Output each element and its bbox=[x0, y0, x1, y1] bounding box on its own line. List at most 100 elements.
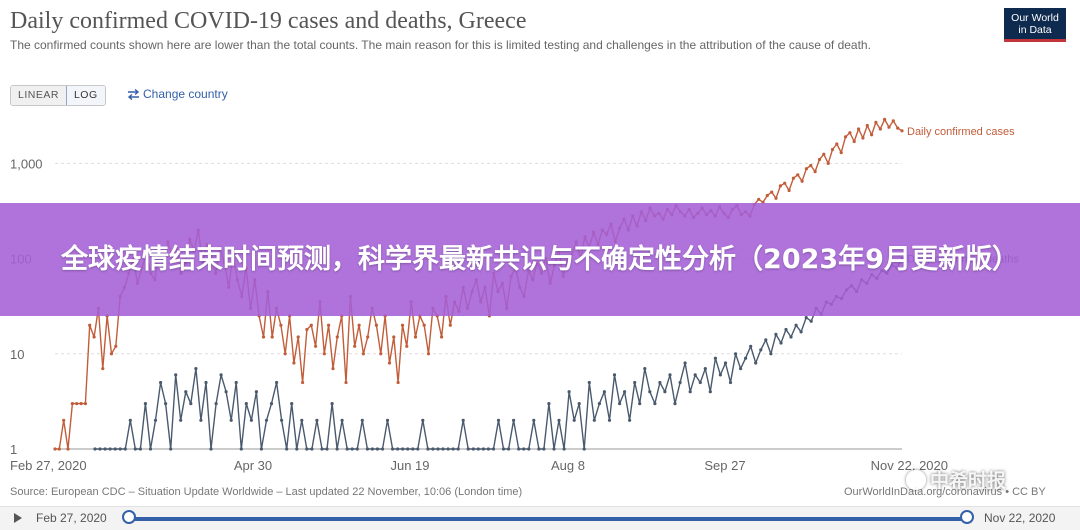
log-scale-button[interactable]: LOG bbox=[65, 86, 105, 105]
cases-data-point bbox=[843, 135, 848, 139]
deaths-data-point bbox=[648, 390, 652, 394]
deaths-data-point bbox=[718, 373, 723, 377]
cases-data-point bbox=[787, 188, 791, 193]
cases-data-point bbox=[327, 323, 331, 327]
deaths-data-point bbox=[249, 418, 253, 422]
cases-data-point bbox=[53, 447, 57, 451]
y-tick-label: 10 bbox=[10, 347, 24, 362]
deaths-data-point bbox=[446, 447, 450, 451]
cases-data-point bbox=[852, 139, 856, 144]
deaths-data-point bbox=[456, 447, 460, 451]
deaths-data-point bbox=[164, 402, 168, 406]
cases-data-point bbox=[413, 335, 418, 339]
cases-data-point bbox=[757, 197, 761, 201]
deaths-data-point bbox=[507, 447, 511, 451]
deaths-data-point bbox=[532, 418, 536, 422]
deaths-data-point bbox=[668, 373, 672, 377]
linear-scale-button[interactable]: LINEAR bbox=[11, 86, 66, 105]
cases-data-point bbox=[440, 335, 444, 339]
deaths-data-point bbox=[683, 361, 687, 365]
deaths-data-point bbox=[264, 418, 269, 422]
watermark-text: 中希时报 bbox=[930, 471, 1007, 492]
timeline-start-handle[interactable] bbox=[122, 510, 136, 524]
cases-data-point bbox=[75, 402, 79, 406]
deaths-data-point bbox=[174, 373, 178, 377]
deaths-data-point bbox=[330, 402, 334, 406]
deaths-data-point bbox=[138, 447, 142, 451]
cases-data-point bbox=[366, 335, 370, 339]
deaths-data-point bbox=[184, 390, 188, 394]
deaths-data-point bbox=[194, 367, 198, 371]
cases-data-point bbox=[83, 402, 87, 406]
deaths-data-point bbox=[628, 418, 632, 422]
x-tick-label: Nov 22, 2020 bbox=[871, 458, 948, 473]
deaths-data-point bbox=[784, 327, 788, 332]
cases-data-point bbox=[878, 127, 882, 131]
deaths-data-point bbox=[295, 447, 299, 451]
cases-data-point bbox=[305, 327, 309, 332]
deaths-data-point bbox=[527, 447, 531, 451]
deaths-data-point bbox=[391, 447, 395, 451]
deaths-data-point bbox=[118, 447, 122, 451]
change-country-button[interactable]: Change country bbox=[127, 87, 228, 101]
watermark-logo-icon bbox=[906, 469, 926, 490]
timeline-track[interactable] bbox=[130, 517, 968, 521]
cases-data-point bbox=[822, 152, 826, 156]
deaths-data-point bbox=[370, 447, 374, 451]
deaths-data-point bbox=[703, 367, 707, 371]
timeline-start-label: Feb 27, 2020 bbox=[36, 511, 107, 525]
timeline-slider[interactable]: Feb 27, 2020 Nov 22, 2020 bbox=[0, 506, 1080, 530]
deaths-data-point bbox=[501, 447, 506, 451]
deaths-data-point bbox=[219, 373, 223, 377]
deaths-data-point bbox=[360, 418, 364, 422]
deaths-data-point bbox=[547, 402, 551, 406]
cases-data-point bbox=[891, 119, 895, 123]
deaths-data-point bbox=[562, 447, 566, 451]
cases-data-point bbox=[261, 335, 266, 339]
cases-data-point bbox=[353, 344, 357, 348]
cases-data-point bbox=[101, 367, 105, 371]
owid-logo[interactable]: Our World in Data bbox=[1004, 8, 1066, 42]
cases-data-point bbox=[448, 323, 452, 327]
deaths-data-point bbox=[426, 447, 430, 451]
deaths-data-point bbox=[244, 402, 248, 406]
deaths-data-point bbox=[567, 390, 571, 394]
cases-data-point bbox=[309, 323, 313, 327]
deaths-data-point bbox=[471, 447, 475, 451]
cases-data-point bbox=[839, 151, 843, 155]
scale-toggle[interactable]: LINEAR LOG bbox=[10, 85, 106, 106]
deaths-data-point bbox=[320, 447, 324, 451]
deaths-data-point bbox=[522, 447, 526, 451]
deaths-data-point bbox=[355, 447, 359, 451]
deaths-data-point bbox=[476, 447, 480, 451]
deaths-data-point bbox=[335, 447, 339, 451]
cases-data-point bbox=[322, 352, 326, 356]
deaths-data-point bbox=[159, 380, 163, 385]
deaths-data-point bbox=[693, 373, 697, 377]
play-icon[interactable] bbox=[14, 513, 22, 523]
overlay-banner: 全球疫情结束时间预测，科学界最新共识与不确定性分析（2023年9月更新版） bbox=[0, 203, 1080, 316]
deaths-data-point bbox=[259, 447, 263, 451]
deaths-data-point bbox=[734, 352, 738, 356]
source-text: Source: European CDC – Situation Update … bbox=[10, 486, 523, 498]
deaths-data-point bbox=[744, 356, 748, 360]
license-text[interactable]: OurWorldInData.org/coronavirus • CC BY bbox=[844, 486, 1046, 498]
deaths-data-point bbox=[688, 390, 692, 394]
deaths-data-point bbox=[481, 447, 485, 451]
cases-data-point bbox=[57, 447, 61, 451]
deaths-data-point bbox=[290, 402, 294, 406]
cases-data-point bbox=[400, 323, 405, 327]
timeline-end-handle[interactable] bbox=[960, 510, 974, 524]
deaths-data-point bbox=[103, 447, 107, 451]
deaths-data-point bbox=[764, 338, 768, 342]
deaths-data-point bbox=[431, 447, 435, 451]
deaths-data-point bbox=[280, 418, 284, 422]
deaths-data-point bbox=[749, 344, 753, 348]
deaths-data-point bbox=[511, 418, 516, 422]
cases-data-point bbox=[426, 352, 431, 356]
cases-data-point bbox=[301, 380, 305, 385]
cases-data-point bbox=[374, 323, 378, 327]
cases-data-point bbox=[874, 120, 878, 124]
cases-data-point bbox=[896, 126, 900, 130]
deaths-data-point bbox=[204, 380, 208, 385]
